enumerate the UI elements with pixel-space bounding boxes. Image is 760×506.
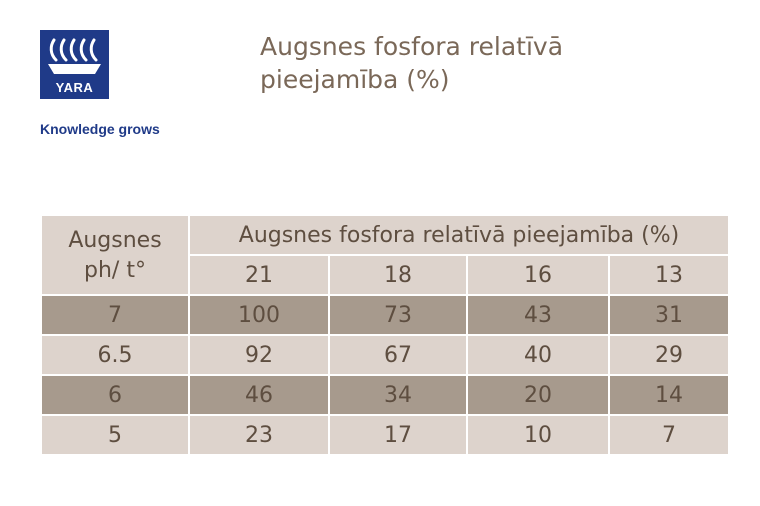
table-cell: 10: [466, 414, 610, 456]
table-row: 6.5 92 67 40 29: [40, 334, 730, 376]
table-cell: 43: [466, 294, 610, 336]
table-cell: 14: [608, 374, 730, 416]
table-cell: 7: [608, 414, 730, 456]
table-cell: 17: [328, 414, 468, 456]
table-cell: 34: [328, 374, 468, 416]
table-cell: 23: [188, 414, 330, 456]
table-cell: 67: [328, 334, 468, 376]
row-header-label: Augsnes ph/ t°: [68, 228, 162, 283]
table-cell: 100: [188, 294, 330, 336]
table-cell: 40: [466, 334, 610, 376]
table-cell: 46: [188, 374, 330, 416]
row-ph-cell: 7: [40, 294, 190, 336]
row-header-label-cell: Augsnes ph/ t°: [40, 214, 190, 296]
table-row: 6 46 34 20 14: [40, 374, 730, 416]
row-ph-cell: 6.5: [40, 334, 190, 376]
phosphorus-availability-table: Augsnes ph/ t° Augsnes fosfora relatīvā …: [40, 214, 730, 456]
table-cell: 29: [608, 334, 730, 376]
row-ph-cell: 5: [40, 414, 190, 456]
column-header: 21: [188, 254, 330, 296]
column-group-label: Augsnes fosfora relatīvā pieejamība (%): [188, 214, 730, 256]
logo-wordmark: YARA: [55, 80, 94, 95]
column-header: 18: [328, 254, 468, 296]
yara-logo: YARA: [40, 30, 109, 99]
column-header: 13: [608, 254, 730, 296]
table-row: 7 100 73 43 31: [40, 294, 730, 336]
viking-ship-icon: [48, 38, 101, 74]
table-cell: 31: [608, 294, 730, 336]
table-cell: 20: [466, 374, 610, 416]
page-title: Augsnes fosfora relatīvā pieejamība (%): [260, 32, 564, 94]
table-cell: 73: [328, 294, 468, 336]
brand-slogan: Knowledge grows: [40, 121, 160, 137]
row-ph-cell: 6: [40, 374, 190, 416]
table-row: 5 23 17 10 7: [40, 414, 730, 456]
table-cell: 92: [188, 334, 330, 376]
column-header: 16: [466, 254, 610, 296]
data-table-container: Augsnes ph/ t° Augsnes fosfora relatīvā …: [40, 214, 730, 456]
